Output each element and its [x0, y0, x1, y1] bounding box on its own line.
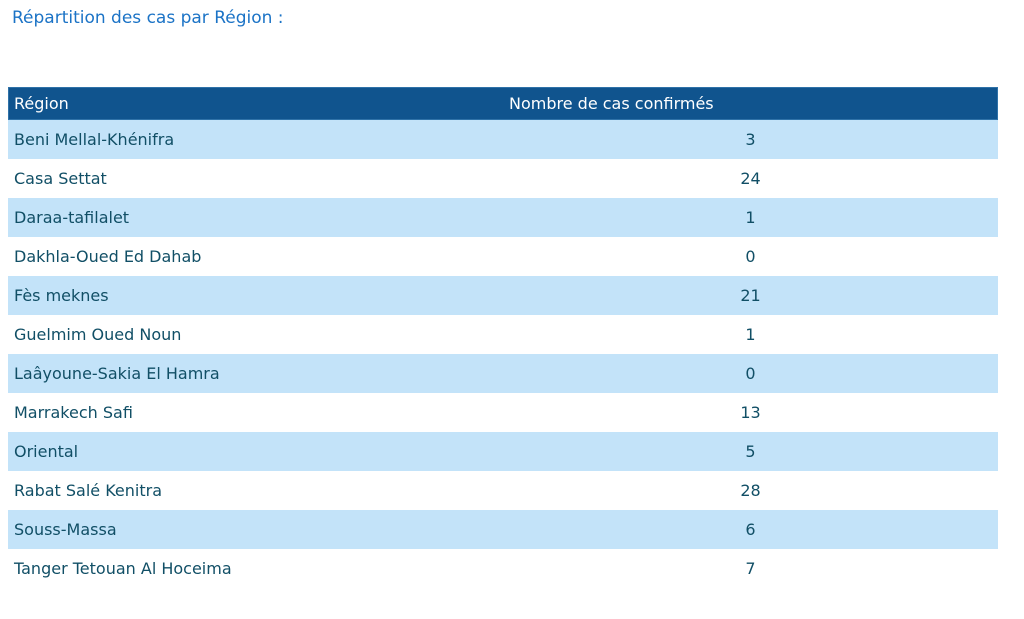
table-row: Guelmim Oued Noun 1	[8, 315, 998, 354]
region-cell: Oriental	[14, 442, 79, 461]
region-cell: Beni Mellal-Khénifra	[14, 130, 175, 149]
page-title: Répartition des cas par Région :	[12, 8, 284, 28]
region-cell: Marrakech Safi	[14, 403, 133, 422]
cases-cell: 1	[745, 208, 756, 227]
region-cell: Guelmim Oued Noun	[14, 325, 182, 344]
region-cell: Souss-Massa	[14, 520, 117, 539]
cases-cell: 0	[745, 247, 756, 266]
table-row: Beni Mellal-Khénifra 3	[8, 120, 998, 159]
cases-by-region-table: Région Nombre de cas confirmés Beni Mell…	[8, 87, 998, 588]
table-row: Fès meknes 21	[8, 276, 998, 315]
table-row: Oriental 5	[8, 432, 998, 471]
region-cell: Daraa-tafilalet	[14, 208, 130, 227]
cases-cell: 21	[740, 286, 761, 305]
table-row: Souss-Massa 6	[8, 510, 998, 549]
cases-cell: 0	[745, 364, 756, 383]
table-row: Marrakech Safi 13	[8, 393, 998, 432]
table-row: Rabat Salé Kenitra 28	[8, 471, 998, 510]
table-body: Beni Mellal-Khénifra 3 Casa Settat 24 Daraa-…	[8, 120, 998, 588]
table-row: Dakhla-Oued Ed Dahab 0	[8, 237, 998, 276]
region-cell: Tanger Tetouan Al Hoceima	[14, 559, 232, 578]
table-row: Casa Settat 24	[8, 159, 998, 198]
column-header-region: Région	[14, 94, 69, 113]
region-cell: Laâyoune-Sakia El Hamra	[14, 364, 220, 383]
cases-cell: 5	[745, 442, 756, 461]
cases-cell: 7	[745, 559, 756, 578]
column-header-cases: Nombre de cas confirmés	[509, 94, 714, 113]
cases-cell: 13	[740, 403, 761, 422]
cases-cell: 6	[745, 520, 756, 539]
cases-cell: 1	[745, 325, 756, 344]
region-cell: Fès meknes	[14, 286, 109, 305]
cases-cell: 3	[745, 130, 756, 149]
table-row: Laâyoune-Sakia El Hamra 0	[8, 354, 998, 393]
cases-cell: 28	[740, 481, 761, 500]
region-cell: Dakhla-Oued Ed Dahab	[14, 247, 202, 266]
table-header: Région Nombre de cas confirmés	[8, 87, 998, 120]
region-cell: Casa Settat	[14, 169, 107, 188]
table-row: Daraa-tafilalet 1	[8, 198, 998, 237]
table-row: Tanger Tetouan Al Hoceima 7	[8, 549, 998, 588]
cases-cell: 24	[740, 169, 761, 188]
region-cell: Rabat Salé Kenitra	[14, 481, 163, 500]
header-row: Région Nombre de cas confirmés	[8, 87, 998, 120]
